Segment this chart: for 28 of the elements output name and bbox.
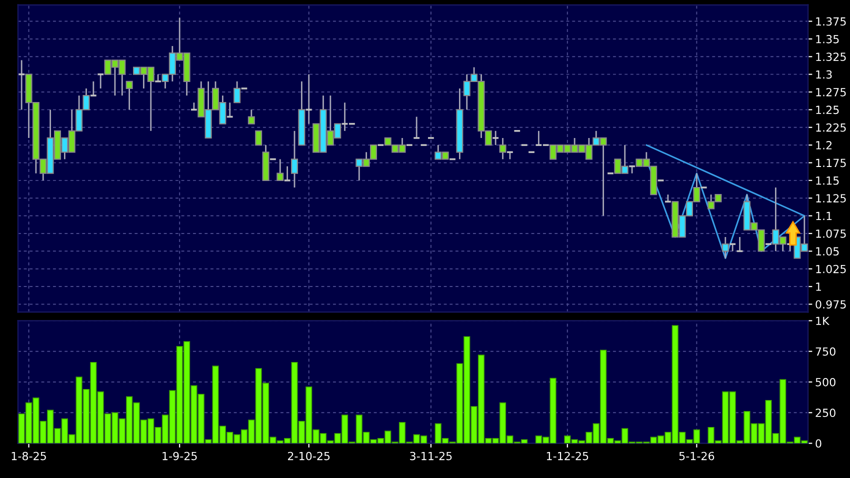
y-tick-label: 1.25 bbox=[816, 106, 839, 114]
y-tick-label: 1.3 bbox=[816, 70, 832, 79]
y-tick-label: 1.1 bbox=[816, 212, 832, 220]
y-tick-label: 0.975 bbox=[816, 300, 846, 309]
x-tick-label: 5-1-26 bbox=[679, 452, 714, 460]
y-tick-label: 1.35 bbox=[816, 34, 839, 44]
x-tick-label: 2-10-25 bbox=[288, 452, 330, 460]
y-tick-label: 1.275 bbox=[816, 88, 846, 96]
y-tick-label: 1.125 bbox=[816, 194, 846, 202]
y-tick-label: 500 bbox=[816, 378, 836, 386]
y-tick-label: 1.05 bbox=[816, 247, 839, 256]
y-tick-label: 0 bbox=[816, 439, 822, 448]
y-tick-label: 1 bbox=[816, 282, 821, 291]
y-tick-label: 1.025 bbox=[816, 264, 846, 274]
y-tick-label: 1.375 bbox=[816, 17, 846, 26]
y-tick-label: 1K bbox=[816, 316, 830, 325]
x-tick-label: 1-12-25 bbox=[546, 452, 588, 460]
y-tick-label: 1.175 bbox=[816, 158, 846, 168]
y-tick-label: 1.2 bbox=[816, 141, 832, 150]
x-tick-label: 1-9-25 bbox=[162, 452, 197, 460]
x-tick-label: 1-8-25 bbox=[12, 452, 46, 460]
y-tick-label: 1.225 bbox=[816, 123, 846, 132]
y-tick-label: 1.15 bbox=[816, 176, 839, 185]
y-tick-label: 250 bbox=[816, 408, 836, 418]
y-tick-label: 750 bbox=[816, 347, 836, 356]
y-tick-label: 1.075 bbox=[816, 229, 846, 238]
x-tick-label: 3-11-25 bbox=[410, 452, 452, 460]
y-tick-label: 1.325 bbox=[816, 52, 846, 62]
